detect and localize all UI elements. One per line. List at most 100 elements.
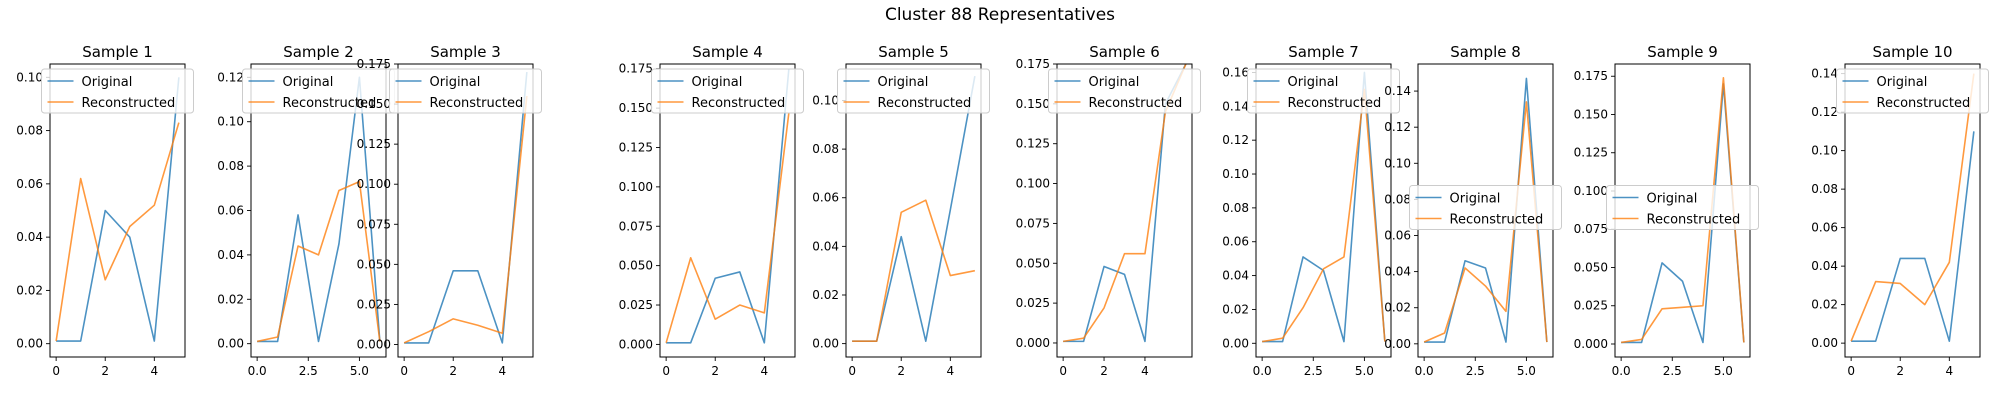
x-tick-label: 0.0 bbox=[1612, 364, 1631, 378]
y-tick-label: 0.16 bbox=[1222, 65, 1249, 79]
legend-label: Original bbox=[430, 75, 481, 90]
legend-box bbox=[651, 68, 804, 114]
y-tick-label: 0.06 bbox=[1811, 221, 1838, 235]
y-tick-label: 0.100 bbox=[1016, 177, 1050, 191]
y-tick-label: 0.02 bbox=[1222, 302, 1249, 316]
y-tick-label: 0.04 bbox=[217, 248, 244, 262]
x-tick-label: 2 bbox=[711, 364, 719, 378]
legend: Original Reconstructed bbox=[1409, 185, 1562, 230]
subplot-2: Sample 20.000.020.040.060.080.100.120.0 2… bbox=[217, 43, 395, 378]
legend-label: Original bbox=[283, 75, 334, 90]
subplot-1: Sample 1 0.00 0.02 0.04 0.06 0.08 0.10 0 2 4 Origi… bbox=[16, 43, 194, 378]
y-tick-label: 0.100 bbox=[357, 177, 391, 191]
legend-label: Reconstructed bbox=[1288, 96, 1382, 111]
x-tick-label: 2.5 bbox=[1466, 364, 1485, 378]
legend-label: Original bbox=[1647, 192, 1698, 207]
series-line-original bbox=[666, 68, 790, 344]
x-tick-label: 2.5 bbox=[299, 364, 318, 378]
x-tick-label: 0 bbox=[662, 364, 670, 378]
x-tick-label: 0.0 bbox=[1415, 364, 1434, 378]
y-tick-label: 0.125 bbox=[619, 140, 653, 154]
y-tick-label: 0.02 bbox=[1384, 301, 1411, 315]
x-tick-label: 0.0 bbox=[248, 364, 267, 378]
x-tick-label: 2 bbox=[1896, 364, 1904, 378]
y-tick-label: 0.100 bbox=[1574, 184, 1608, 198]
y-tick-label: 0.08 bbox=[812, 142, 839, 156]
legend-label: Original bbox=[82, 75, 133, 90]
subplot-7: Sample 7 0.00 0.02 0.04 0.06 0.08 0.10 0.12 0.14… bbox=[1222, 43, 1400, 378]
x-tick-label: 0 bbox=[1847, 364, 1855, 378]
y-tick-label: 0.14 bbox=[1811, 67, 1838, 81]
y-tick-label: 0.08 bbox=[1222, 201, 1249, 215]
y-tick-label: 0.000 bbox=[1574, 337, 1608, 351]
x-tick-label: 2.5 bbox=[1304, 364, 1323, 378]
legend: Original Reconstructed bbox=[1836, 68, 1989, 114]
subplot-title: Sample 6 bbox=[1089, 43, 1160, 61]
legend: Original Reconstructed bbox=[651, 68, 804, 114]
subplot-grid: Sample 10.000.020.040.060.080.100 2 4Origi… bbox=[16, 43, 1989, 378]
axes-frame bbox=[1056, 63, 1193, 358]
y-tick-label: 0.10 bbox=[1811, 144, 1838, 158]
subplot-9: Sample 9 0.000 0.025 0.050 0.075 0.100 0.125 0.… bbox=[1574, 43, 1759, 378]
y-tick-label: 0.02 bbox=[217, 292, 244, 306]
y-tick-label: 0.08 bbox=[217, 159, 244, 173]
x-tick-label: 2 bbox=[101, 364, 109, 378]
y-tick-label: 0.06 bbox=[812, 191, 839, 205]
x-tick-label: 0 bbox=[400, 364, 408, 378]
legend-box bbox=[389, 68, 542, 114]
subplot-title: Sample 10 bbox=[1872, 43, 1952, 61]
legend-label: Original bbox=[1877, 75, 1928, 90]
legend-box bbox=[1606, 185, 1759, 230]
axes-frame bbox=[250, 63, 387, 358]
legend-label: Original bbox=[1450, 192, 1501, 207]
x-tick-label: 0.0 bbox=[1253, 364, 1272, 378]
y-tick-label: 0.06 bbox=[1384, 229, 1411, 243]
legend: Original Reconstructed bbox=[1048, 68, 1201, 114]
y-tick-label: 0.025 bbox=[619, 298, 653, 312]
y-tick-label: 0.175 bbox=[1574, 69, 1608, 83]
y-tick-label: 0.04 bbox=[1811, 259, 1838, 273]
legend-label: Original bbox=[1089, 75, 1140, 90]
y-tick-label: 0.050 bbox=[1016, 256, 1050, 270]
y-tick-label: 0.150 bbox=[357, 97, 391, 111]
x-tick-label: 4 bbox=[150, 364, 158, 378]
y-tick-label: 0.00 bbox=[1384, 337, 1411, 351]
y-tick-label: 0.125 bbox=[357, 137, 391, 151]
y-tick-label: 0.10 bbox=[16, 70, 43, 84]
x-tick-label: 4 bbox=[1945, 364, 1953, 378]
y-tick-label: 0.12 bbox=[1811, 105, 1838, 119]
subplot-title: Sample 3 bbox=[430, 43, 501, 61]
x-tick-label: 2 bbox=[449, 364, 457, 378]
y-tick-label: 0.125 bbox=[1016, 137, 1050, 151]
x-tick-label: 0 bbox=[848, 364, 856, 378]
y-tick-label: 0.14 bbox=[1222, 99, 1249, 113]
legend-box bbox=[1836, 68, 1989, 114]
y-tick-label: 0.175 bbox=[357, 57, 391, 71]
x-tick-label: 2 bbox=[897, 364, 905, 378]
subplot-title: Sample 4 bbox=[692, 43, 763, 61]
subplot-title: Sample 8 bbox=[1450, 43, 1521, 61]
y-tick-label: 0.10 bbox=[1222, 167, 1249, 181]
y-tick-label: 0.000 bbox=[357, 337, 391, 351]
y-tick-label: 0.100 bbox=[619, 180, 653, 194]
subplot-5: Sample 5 0.00 0.02 0.04 0.06 0.08 0.10 0 2 4 Origi… bbox=[812, 43, 990, 378]
legend: Original Reconstructed bbox=[837, 68, 990, 114]
y-tick-label: 0.025 bbox=[1016, 296, 1050, 310]
x-tick-label: 5.0 bbox=[350, 364, 369, 378]
subplot-title: Sample 7 bbox=[1288, 43, 1359, 61]
y-tick-label: 0.04 bbox=[812, 239, 839, 253]
legend-label: Reconstructed bbox=[430, 96, 524, 111]
y-tick-label: 0.00 bbox=[1811, 336, 1838, 350]
y-tick-label: 0.050 bbox=[619, 259, 653, 273]
figure-title: Cluster 88 Representatives bbox=[885, 5, 1115, 25]
subplot-8: Sample 8 0.00 0.02 0.04 0.06 0.08 0.10 0.12 0.14… bbox=[1384, 43, 1562, 378]
series-line-reconstructed bbox=[1850, 73, 1975, 342]
legend-label: Reconstructed bbox=[1089, 96, 1183, 111]
legend-box bbox=[41, 68, 194, 114]
x-tick-label: 2 bbox=[1100, 364, 1108, 378]
legend-label: Original bbox=[878, 75, 929, 90]
legend-label: Reconstructed bbox=[1450, 213, 1544, 228]
y-tick-label: 0.14 bbox=[1384, 84, 1411, 98]
x-tick-label: 4 bbox=[760, 364, 768, 378]
y-tick-label: 0.150 bbox=[1016, 97, 1050, 111]
